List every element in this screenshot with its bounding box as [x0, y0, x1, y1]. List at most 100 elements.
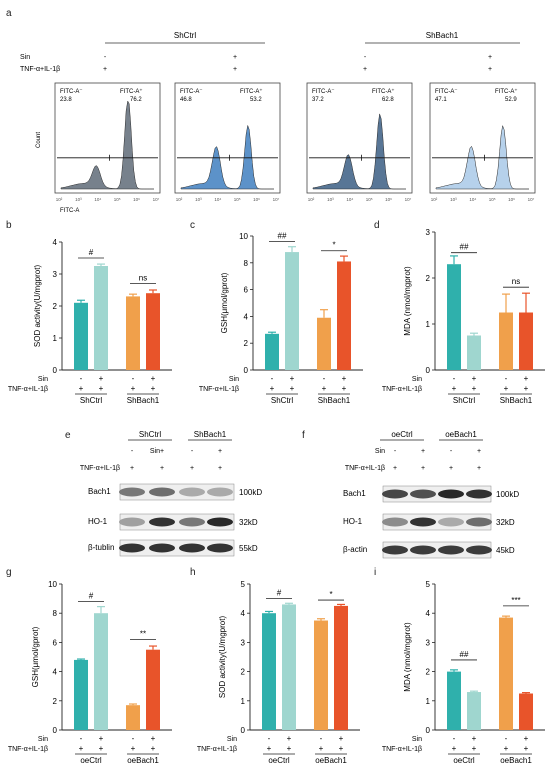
bar [74, 659, 88, 730]
bar [314, 620, 328, 730]
blot-band [207, 487, 233, 497]
y-tick-label: 4 [244, 312, 249, 321]
blot-band [149, 517, 175, 527]
y-tick-label: 1 [53, 334, 58, 343]
blot-sin-label: Sin [375, 448, 385, 455]
significance-label: * [332, 241, 335, 250]
significance-label: * [329, 590, 332, 599]
blot-band [438, 545, 464, 555]
x-tick-label: 10⁶ [508, 197, 515, 202]
blot-band [382, 545, 408, 555]
sin-sign: + [99, 374, 104, 383]
tnf-sign: + [472, 744, 477, 753]
significance-label: ## [460, 243, 469, 252]
group-label: ShCtrl [453, 396, 475, 405]
y-tick-label: 10 [239, 232, 248, 241]
y-tick-label: 2 [244, 339, 249, 348]
group-label: oeBach1 [500, 756, 532, 765]
bar [519, 312, 533, 370]
gate-neg-label: FITC-A⁻ [180, 89, 203, 95]
tnf-sign: + [319, 744, 324, 753]
blot-sin-label: Sin [150, 448, 160, 455]
blot-tnf-sign: + [218, 465, 222, 472]
y-tick-label: 2 [53, 302, 58, 311]
x-tick-label: 10⁶ [253, 197, 260, 202]
panel-a-tnf-sign: + [233, 66, 237, 73]
tnf-sign: + [452, 744, 457, 753]
gate-neg-value: 23.8 [60, 97, 72, 103]
blot-band [207, 543, 233, 553]
blot-band [382, 489, 408, 499]
panel-h-letter: h [190, 567, 196, 578]
panel-d-letter: d [374, 220, 380, 231]
gate-neg-label: FITC-A⁻ [312, 89, 335, 95]
y-tick-label: 1 [426, 697, 431, 706]
sin-sign: - [80, 374, 83, 383]
y-axis-label: GSH(μmol/gprot) [31, 626, 40, 687]
panel-a-tnf-label: TNF-α+IL-1β [20, 66, 60, 73]
blot-sin-sign: - [191, 448, 194, 455]
panel-a-letter: a [6, 8, 12, 19]
y-tick-label: 2 [426, 668, 431, 677]
panel-a-group-shctrl: ShCtrl [174, 31, 196, 40]
blot-band [410, 489, 436, 499]
blot-band [149, 487, 175, 497]
x-tick-label: 10⁴ [469, 197, 476, 202]
y-tick-label: 0 [241, 726, 246, 735]
blot-tnf-label: TNF-α+IL-1β [80, 465, 120, 472]
y-tick-label: 10 [48, 580, 57, 589]
bar [282, 604, 296, 730]
tnf-sign: + [290, 384, 295, 393]
gate-pos-value: 53.2 [250, 97, 262, 103]
blot-group-label: oeCtrl [391, 430, 413, 439]
sin-sign: + [472, 734, 477, 743]
blot-band [119, 543, 145, 553]
row-label-sin: Sin [38, 736, 48, 743]
histogram-curve [60, 100, 154, 190]
bar [285, 252, 299, 370]
significance-label: ** [140, 629, 146, 638]
x-tick-label: 10⁵ [114, 197, 121, 202]
x-tick-label: 10⁶ [133, 197, 140, 202]
y-tick-label: 0 [426, 726, 431, 735]
panel-a-tnf-sign: + [103, 66, 107, 73]
x-tick-label: 10⁴ [346, 197, 353, 202]
x-tick-label: 10⁵ [489, 197, 496, 202]
bar [334, 605, 348, 730]
y-tick-label: 1 [241, 697, 246, 706]
tnf-sign: + [524, 744, 529, 753]
blot-group-label: ShCtrl [139, 430, 161, 439]
tnf-sign: + [452, 384, 457, 393]
x-tick-label: 10² [431, 197, 438, 202]
histogram-1: FITC-A⁻ 23.8 FITC-A⁺ 76.2 10² 10³ 10⁴ 10⁵ 10⁶ 10⁷ [54, 82, 161, 202]
y-tick-label: 6 [53, 638, 58, 647]
significance-label: ns [512, 277, 520, 286]
y-tick-label: 5 [241, 580, 246, 589]
blot-row-name: Bach1 [343, 489, 366, 498]
sin-sign: + [151, 734, 156, 743]
row-label-sin: Sin [412, 376, 422, 383]
gate-neg-value: 47.1 [435, 97, 447, 103]
significance-label: # [277, 589, 282, 598]
blot-sin-sign: + [218, 448, 222, 455]
panel-a-flow-cytometry: ShCtrl ShBach1 Sin TNF-α+IL-1β - + - ++ + + + … [20, 31, 536, 214]
group-label: ShCtrl [271, 396, 293, 405]
group-label: ShBach1 [127, 396, 160, 405]
tnf-sign: + [472, 384, 477, 393]
x-tick-label: 10² [176, 197, 183, 202]
blot-sin-sign: + [421, 448, 425, 455]
blot-kd-label: 45kD [496, 546, 515, 555]
panel-g-bar-chart: 0 2 4 6 8 10 GSH(μmol/gprot) # ** Sin TNF-α+IL-1β -… [8, 580, 172, 765]
bar [146, 649, 160, 730]
y-tick-label: 0 [426, 366, 431, 375]
blot-row-name: HO-1 [343, 517, 363, 526]
group-label: ShBach1 [318, 396, 351, 405]
group-label: oeBach1 [315, 756, 347, 765]
panel-a-tnf-sign: + [363, 66, 367, 73]
y-tick-label: 0 [53, 726, 58, 735]
panel-d-bar-chart: 0 1 2 3 MDA (nmol/mgprot) ## ns Sin TNF-α+IL-1β -… [382, 228, 545, 405]
y-tick-label: 2 [426, 274, 431, 283]
blot-tnf-sign: + [449, 465, 453, 472]
blot-tnf-sign: + [190, 465, 194, 472]
tnf-sign: + [267, 744, 272, 753]
